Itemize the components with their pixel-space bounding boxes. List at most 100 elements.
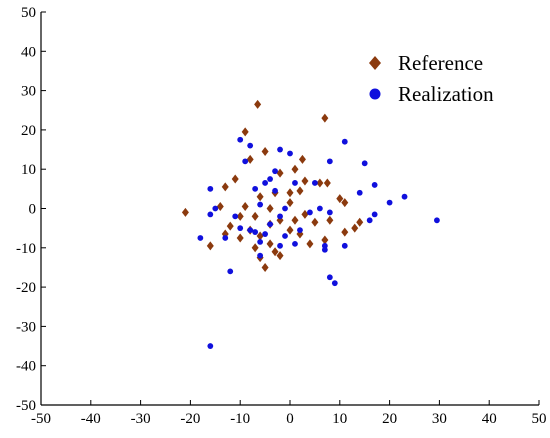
realization-point [197,235,204,241]
realization-point [257,252,264,259]
realization-point [292,180,298,186]
reference-point [298,154,306,164]
legend-diamond-marker [369,56,381,70]
reference-point [254,99,262,109]
reference-point [296,186,304,196]
reference-point [241,202,249,212]
reference-point [256,231,264,241]
x-tick-label: -50 [31,411,51,427]
realization-point [207,185,214,192]
series-realization [197,136,440,349]
realization-point [212,205,219,212]
reference-point [321,235,329,245]
realization-point [326,274,333,281]
realization-point [282,205,288,212]
reference-point [356,217,364,227]
x-tick-label: 0 [286,411,294,427]
reference-point [181,207,189,217]
reference-point [286,188,294,198]
realization-point [326,209,333,216]
realization-point [434,217,440,224]
y-tick-label: 50 [21,5,36,21]
realization-point [257,239,264,245]
realization-point [222,235,229,241]
reference-point [251,243,259,253]
y-tick-label: -50 [16,398,36,414]
reference-point [316,178,324,188]
realization-point [282,233,288,239]
x-tick-label: 10 [332,411,347,427]
realization-point [371,182,378,188]
realization-point [366,217,373,224]
y-tick-label: 0 [29,202,37,218]
realization-point [227,268,234,275]
realization-point [237,225,244,232]
realization-point [272,168,278,175]
reference-point [206,241,214,251]
reference-point [261,147,269,157]
x-tick-label: 40 [482,411,497,427]
realization-point [257,201,264,208]
realization-point [262,231,268,237]
reference-point [301,176,309,186]
reference-point [276,168,284,178]
realization-point [401,193,408,200]
y-tick-label: -10 [16,241,36,257]
x-tick-label: 30 [432,411,447,427]
y-tick-label: -30 [16,319,36,335]
y-tick-label: -20 [16,280,36,296]
reference-point [221,182,229,192]
realization-point [331,280,338,287]
y-tick-label: 10 [21,162,36,178]
y-tick-label: 40 [21,44,36,60]
reference-point [271,247,279,257]
realization-point [207,211,214,218]
legend: Reference Realization [369,51,494,106]
reference-point [236,211,244,221]
x-tick-label: 50 [532,411,547,427]
realization-point [297,227,303,234]
realization-point [252,185,259,192]
x-tick-label: -40 [81,411,101,427]
legend-label: Reference [398,51,483,75]
reference-point [276,251,284,261]
realization-point [326,158,333,165]
reference-point [341,198,349,208]
x-tick-label: -30 [131,411,151,427]
y-tick-label: 20 [21,123,36,139]
reference-point [336,194,344,204]
realization-point [267,221,273,228]
reference-point [226,221,234,231]
realization-point [277,213,283,220]
realization-point [312,180,318,186]
x-tick-label: -20 [180,411,200,427]
realization-point [262,180,268,186]
reference-point [301,209,309,219]
realization-point [287,150,293,157]
y-tick-label: 30 [21,84,36,100]
reference-point [266,239,274,249]
realization-point [341,138,348,145]
realization-point [371,211,378,218]
realization-point [247,227,254,234]
axes: -50 -40 -30 -20 -10 0 10 20 30 40 50 -50 -40 -30 -20 -1… [16,5,547,427]
reference-point [241,127,249,137]
realization-point [386,199,393,206]
reference-point [321,113,329,123]
realization-point [277,242,283,249]
reference-point [306,239,314,249]
realization-point [341,242,348,249]
reference-point [311,217,319,227]
reference-point [246,154,254,164]
reference-point [326,215,334,225]
reference-point [216,202,224,212]
legend-circle-marker [369,88,381,100]
legend-item-realization: Realization [369,82,494,106]
realization-point [307,209,313,216]
realization-point [242,158,249,165]
realization-point [321,246,328,253]
reference-point [261,262,269,272]
legend-item-reference: Reference [369,51,483,75]
